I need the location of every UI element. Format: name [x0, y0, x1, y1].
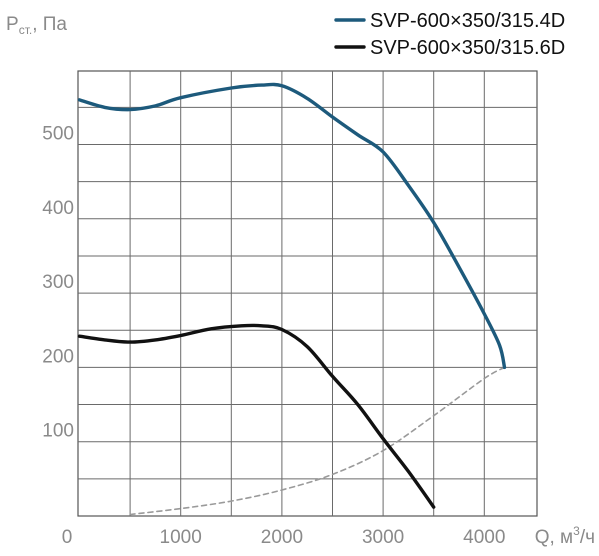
legend: SVP-600×350/315.4D SVP-600×350/315.6D: [334, 10, 565, 59]
y-axis-label: Pст., Па: [6, 14, 67, 37]
x-tick-label: 1000: [160, 527, 202, 548]
y-tick-label: 200: [42, 346, 74, 367]
x-tick-label: 2000: [261, 527, 303, 548]
x-tick-label: 3000: [362, 527, 404, 548]
series-line-1: [77, 82, 507, 370]
tick-labels: 0 1000 2000 3000 4000 100 200 300 400 500: [42, 124, 505, 549]
system-curve-dashed: [129, 366, 506, 516]
legend-label: SVP-600×350/315.6D: [370, 37, 565, 59]
curves: [77, 82, 507, 516]
x-tick-label: 0: [62, 527, 73, 548]
x-tick-label: 4000: [463, 527, 505, 548]
legend-label: SVP-600×350/315.4D: [370, 10, 565, 32]
y-tick-label: 300: [42, 272, 74, 293]
y-tick-label: 500: [42, 124, 74, 145]
y-tick-label: 400: [42, 198, 74, 219]
x-axis-label: Q, м3/ч: [535, 524, 595, 548]
y-tick-label: 100: [42, 421, 74, 442]
series-line-2: [77, 323, 436, 509]
grid: [77, 70, 538, 517]
axis-labels: Pст., Па Q, м3/ч: [6, 14, 595, 548]
